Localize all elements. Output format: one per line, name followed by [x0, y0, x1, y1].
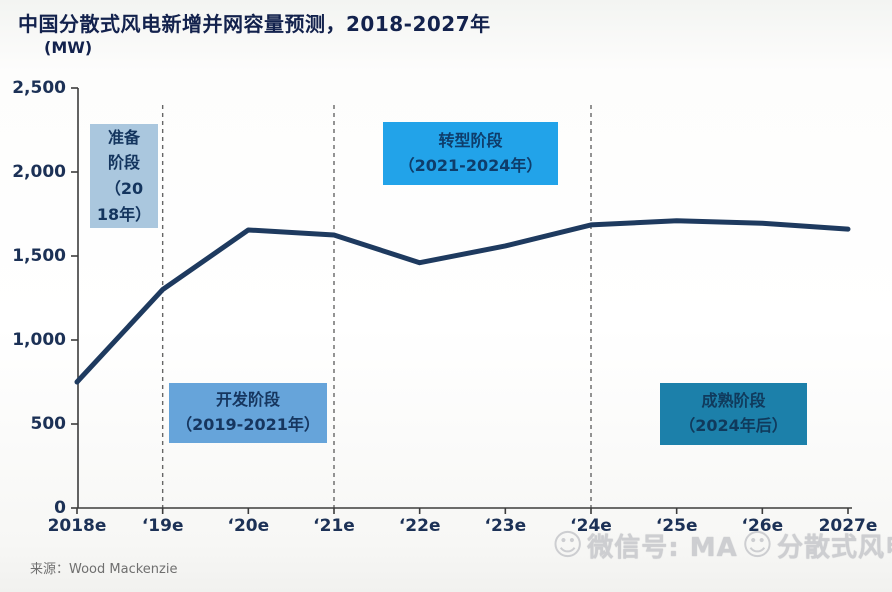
x-tick-label: 2027e [818, 516, 878, 536]
chart-title: 中国分散式风电新增并网容量预测，2018-2027年 [18, 12, 491, 36]
chart-unit-label: (MW) [44, 38, 93, 57]
x-tick-label: 2018e [47, 516, 107, 536]
y-tick-label: 2,500 [12, 78, 66, 98]
x-tick-label: ‘20e [227, 516, 270, 536]
x-tick-label: ‘21e [313, 516, 355, 536]
y-tick-label: 1,500 [12, 246, 66, 266]
x-tick-label: ‘23e [484, 516, 527, 536]
y-tick-label: 0 [54, 498, 66, 518]
y-tick-label: 2,000 [12, 162, 66, 182]
phase-box-development: 开发阶段 （2019-2021年） [169, 383, 327, 443]
x-tick-label: ‘22e [398, 516, 441, 536]
x-tick-label: ‘25e [655, 516, 698, 536]
phase-box-maturity: 成熟阶段 （2024年后） [660, 383, 807, 445]
x-tick-label: ‘24e [570, 516, 612, 536]
phase-box-transformation: 转型阶段 （2021-2024年） [383, 122, 558, 185]
x-tick-label: ‘19e [141, 516, 184, 536]
source-note: 来源：Wood Mackenzie [30, 562, 178, 577]
capacity-forecast-line [74, 218, 851, 385]
y-tick-label: 500 [30, 414, 67, 434]
phase-box-preparation: 准备 阶段 （20 18年） [90, 124, 158, 228]
x-tick-label: ‘26e [741, 516, 784, 536]
y-tick-label: 1,000 [12, 330, 66, 350]
